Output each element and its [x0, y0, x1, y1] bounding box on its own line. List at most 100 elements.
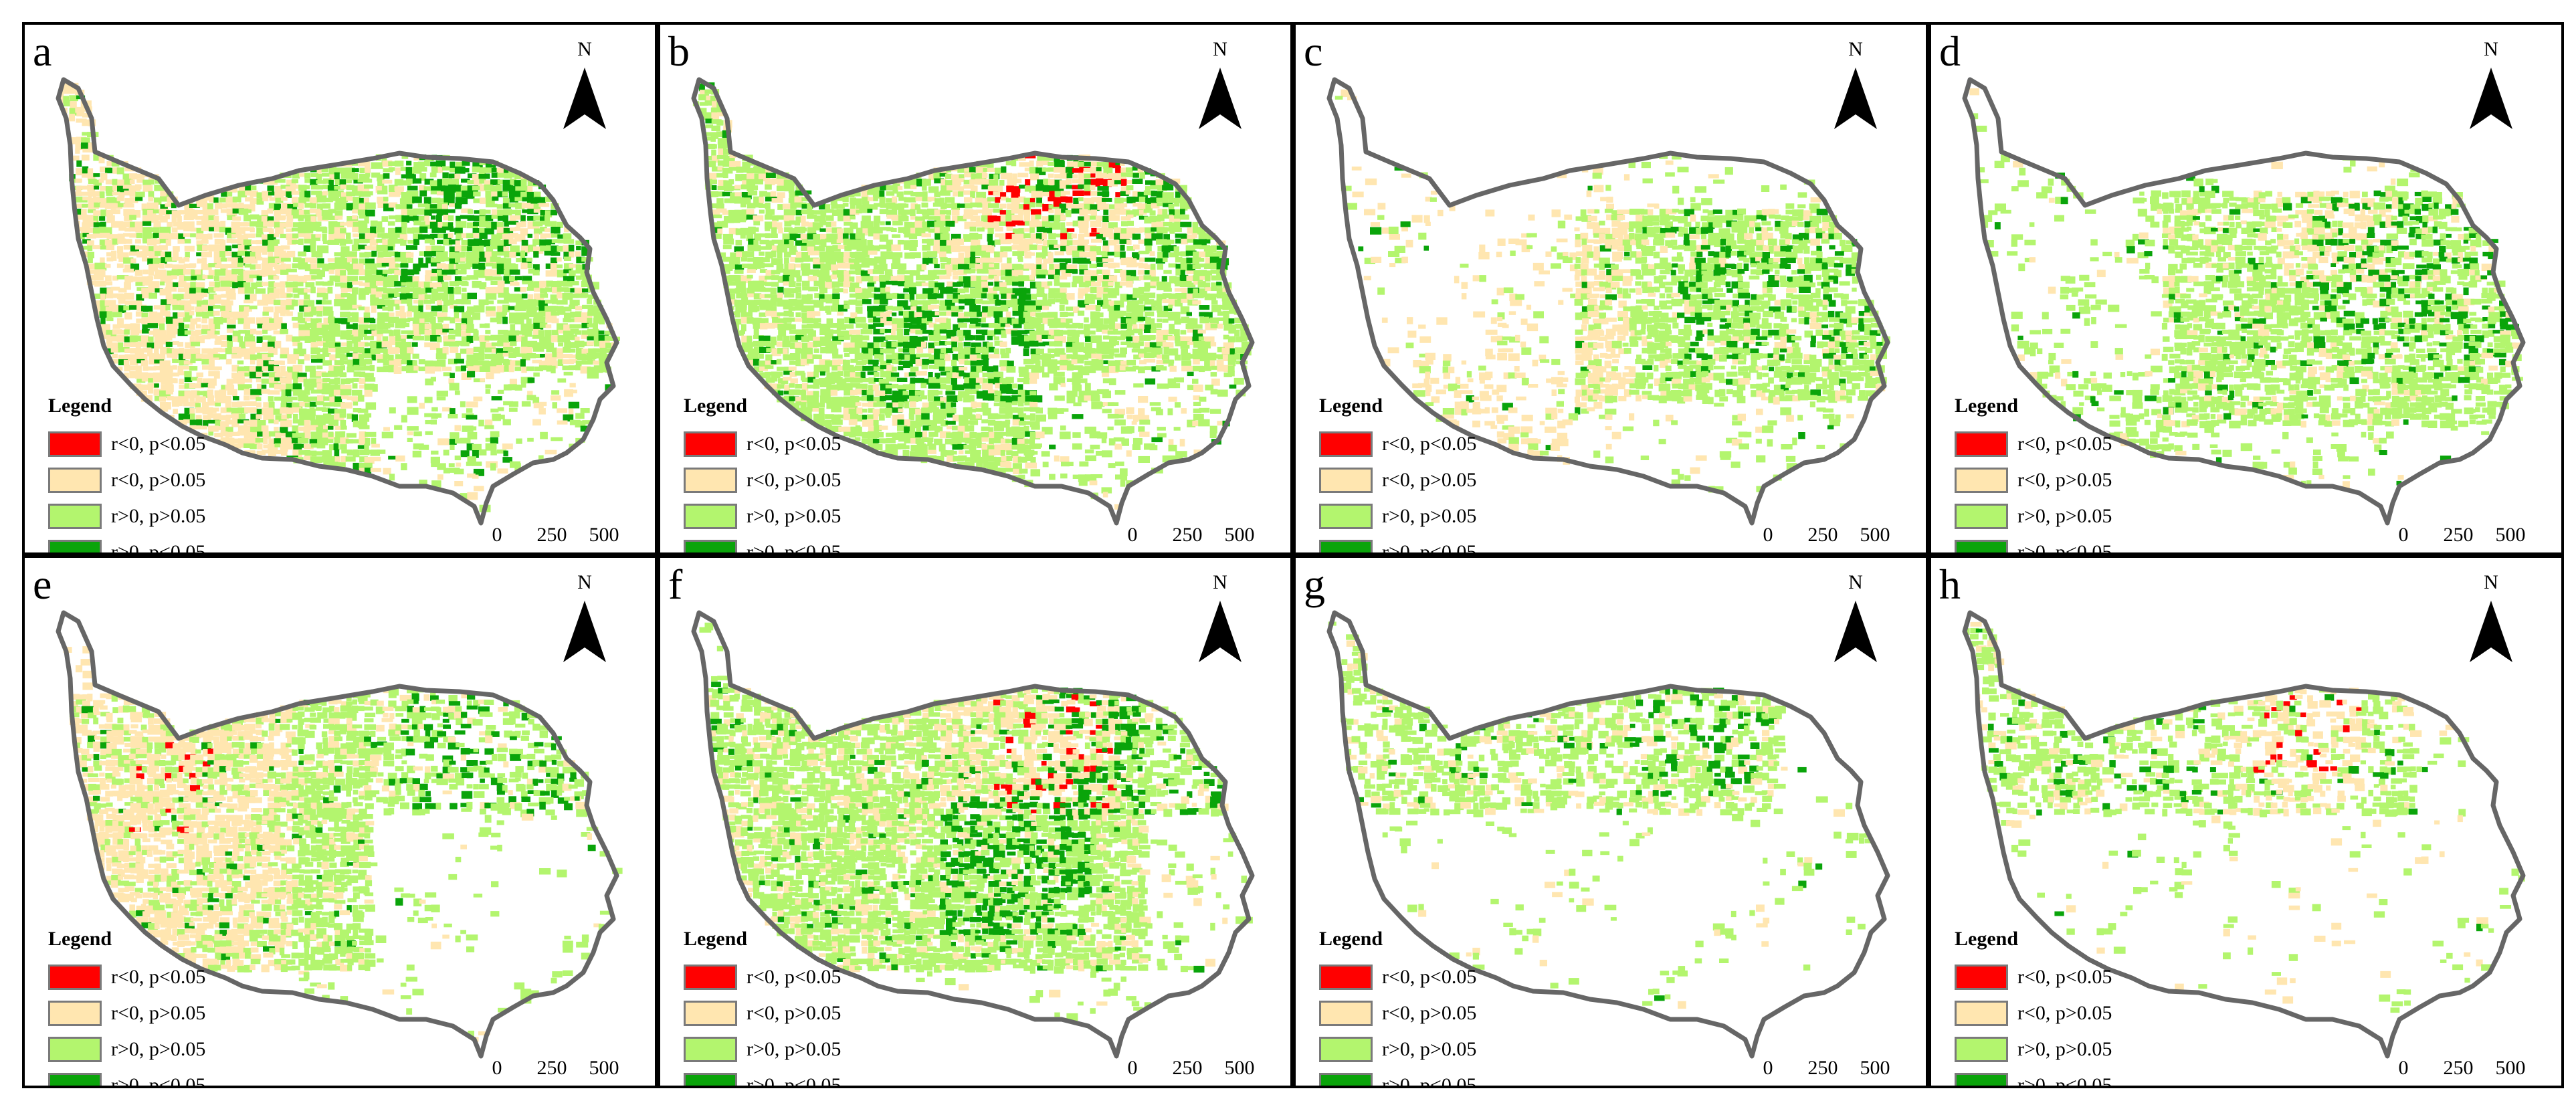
scale-tick: 0 — [1127, 524, 1138, 546]
legend-swatch — [1319, 1073, 1373, 1086]
legend-label: r<0, p<0.05 — [1382, 966, 1477, 988]
scale-tick: 250 — [1807, 524, 1838, 546]
scale-bar: 0 250 500 km — [1127, 1057, 1276, 1086]
scale-tick: 250 — [1807, 1057, 1838, 1079]
legend: Legend r<0, p<0.05 r<0, p>0.05 r>0, p>0.… — [48, 396, 206, 555]
legend-title: Legend — [48, 928, 112, 950]
north-arrow-icon — [1199, 601, 1242, 662]
legend-swatch — [1319, 431, 1373, 457]
legend-label: r<0, p<0.05 — [111, 966, 206, 988]
legend-swatch — [684, 1001, 737, 1026]
legend-label: r>0, p<0.05 — [2017, 1074, 2112, 1088]
legend-swatch — [1319, 1001, 1373, 1026]
legend-label: r>0, p<0.05 — [111, 541, 206, 555]
scale-tick: 500 — [589, 1057, 619, 1079]
legend: Legend r<0, p<0.05 r<0, p>0.05 r>0, p>0.… — [1955, 395, 2112, 555]
legend-item: r<0, p>0.05 — [48, 999, 205, 1028]
legend-item: r>0, p>0.05 — [1955, 1035, 2112, 1064]
legend-item: r<0, p>0.05 — [684, 466, 841, 495]
scale-bar: 0 250 500 km — [1763, 1057, 1911, 1086]
legend-swatch — [48, 431, 102, 457]
legend-swatch — [1955, 431, 2008, 457]
plateau-boundary — [1962, 77, 2526, 526]
legend-item: r>0, p>0.05 — [48, 502, 205, 531]
scale-tick: 500 — [589, 524, 619, 546]
legend-item: r<0, p>0.05 — [1955, 466, 2112, 495]
north-arrow: N — [1187, 573, 1254, 666]
scale-bar: 0 250 500 km — [1763, 524, 1911, 553]
scale-tick: 0 — [1127, 1057, 1138, 1079]
legend-item: r<0, p>0.05 — [1955, 999, 2112, 1028]
panel-letter: c — [1304, 27, 1323, 75]
map-panel-h: h N Legend r<0, p<0.05 r<0, p>0.05 — [1928, 555, 2564, 1088]
legend-swatch — [1955, 540, 2008, 552]
scale-tick: 0 — [2398, 524, 2409, 546]
legend-item: r>0, p>0.05 — [684, 1035, 841, 1064]
legend-item: r>0, p<0.05 — [684, 538, 841, 552]
legend-swatch — [1955, 1001, 2008, 1026]
legend-item: r>0, p<0.05 — [48, 538, 206, 555]
scale-tick: 0 — [492, 524, 502, 546]
legend-label: r<0, p<0.05 — [111, 433, 206, 455]
legend-swatch — [1955, 965, 2008, 990]
plateau-boundary — [56, 77, 619, 526]
north-label: N — [1213, 571, 1227, 593]
legend-item: r<0, p<0.05 — [684, 963, 841, 992]
correlation-map — [1962, 77, 2526, 526]
correlation-map — [691, 610, 1255, 1059]
north-arrow: N — [2458, 39, 2524, 133]
legend-label: r>0, p<0.05 — [2017, 541, 2112, 555]
scale-tick: 0 — [1763, 1057, 1773, 1079]
legend-label: r>0, p>0.05 — [2017, 1038, 2112, 1060]
legend-title: Legend — [1955, 395, 2019, 417]
legend-label: r>0, p>0.05 — [747, 1038, 841, 1060]
legend-title: Legend — [684, 928, 748, 950]
north-arrow: N — [1822, 573, 1889, 666]
legend-swatch — [684, 1073, 737, 1086]
north-label: N — [1848, 571, 1863, 593]
legend-label: r>0, p<0.05 — [1382, 1074, 1477, 1088]
legend-label: r>0, p>0.05 — [2017, 505, 2112, 527]
map-panel-e: e N Legend r<0, p<0.05 r<0, p>0.05 — [22, 555, 658, 1088]
scale-tick: 250 — [2443, 524, 2474, 546]
north-arrow-icon — [1834, 601, 1877, 662]
scale-tick: 250 — [1172, 1057, 1203, 1079]
legend-label: r>0, p<0.05 — [111, 1074, 206, 1088]
map-panel-f: f N Legend r<0, p<0.05 r<0, p>0.05 — [658, 555, 1293, 1088]
scale-unit: km — [2518, 552, 2544, 553]
scale-tick: 250 — [536, 1057, 567, 1079]
correlation-map — [1962, 610, 2526, 1059]
plateau-boundary — [1326, 610, 1890, 1059]
scale-bar: 0 250 500 km — [2398, 524, 2547, 553]
correlation-map — [56, 77, 620, 526]
scale-tick: 0 — [1763, 524, 1773, 546]
legend: Legend r<0, p<0.05 r<0, p>0.05 r>0, p>0.… — [684, 928, 841, 1088]
scale-tick: 250 — [536, 524, 567, 546]
legend-swatch — [48, 965, 102, 990]
legend: Legend r<0, p<0.05 r<0, p>0.05 r>0, p>0.… — [684, 396, 841, 552]
legend-item: r>0, p<0.05 — [1955, 1071, 2112, 1088]
map-panel-g: g N Legend r<0, p<0.05 r<0, p>0.05 — [1293, 555, 1928, 1088]
scale-unit: km — [1883, 552, 1908, 553]
legend-swatch — [48, 1037, 102, 1062]
legend-item: r>0, p<0.05 — [48, 1071, 206, 1088]
legend-swatch — [1319, 504, 1373, 529]
scale-unit: km — [1248, 552, 1273, 553]
legend: Legend r<0, p<0.05 r<0, p>0.05 r>0, p>0.… — [1319, 396, 1476, 552]
north-arrow-icon — [2470, 601, 2512, 662]
legend-item: r>0, p<0.05 — [1319, 1071, 1477, 1088]
panel-letter: d — [1939, 27, 1961, 75]
legend-swatch — [48, 540, 102, 552]
legend-item: r>0, p<0.05 — [684, 1071, 841, 1088]
panel-letter: a — [33, 27, 52, 75]
legend-swatch — [1319, 965, 1373, 990]
north-arrow-icon — [563, 601, 606, 662]
plateau-boundary — [691, 610, 1255, 1059]
legend-item: r<0, p<0.05 — [1955, 429, 2112, 459]
legend-swatch — [1955, 504, 2008, 529]
legend-label: r<0, p>0.05 — [111, 1002, 206, 1024]
legend-item: r<0, p<0.05 — [48, 429, 205, 459]
legend-label: r<0, p<0.05 — [747, 433, 841, 455]
legend-item: r>0, p>0.05 — [1319, 1035, 1476, 1064]
legend-label: r>0, p<0.05 — [747, 1074, 841, 1088]
